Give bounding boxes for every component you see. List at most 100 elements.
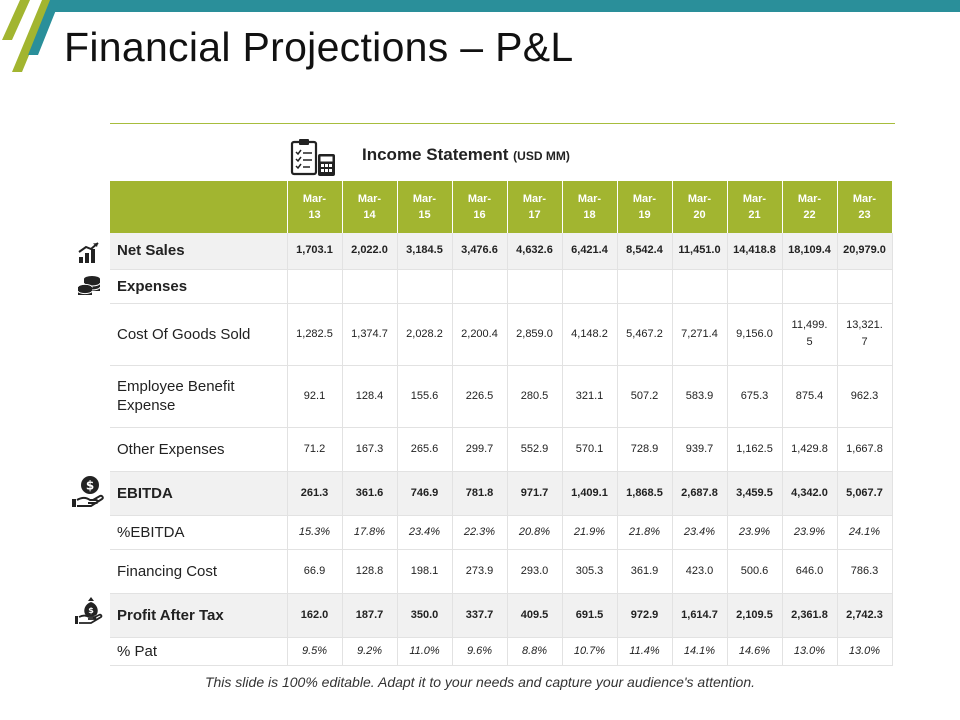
svg-text:$: $: [88, 606, 94, 615]
value-cell: 6,421.4: [562, 233, 618, 270]
value-cell: 7,271.4: [672, 303, 728, 366]
value-cell: 8,542.4: [617, 233, 673, 270]
value-cell: 11.4%: [617, 637, 673, 666]
value-cell: 9,156.0: [727, 303, 783, 366]
table-row: EBITDA 261.3 361.6 746.9 781.8 971.7 1,409.1 1,…: [110, 471, 893, 516]
section-heading-text: Income Statement: [362, 145, 509, 164]
value-cell: 675.3: [727, 365, 783, 428]
value-cell: 337.7: [452, 593, 508, 638]
value-cell: [287, 269, 343, 304]
value-cell: 962.3: [837, 365, 893, 428]
page-title: Financial Projections – P&L: [64, 24, 574, 70]
value-cell: 2,742.3: [837, 593, 893, 638]
period-header: Mar- 21: [727, 181, 783, 233]
value-cell: 261.3: [287, 471, 343, 516]
value-cell: [617, 269, 673, 304]
value-cell: 875.4: [782, 365, 838, 428]
row-label: EBITDA: [110, 471, 288, 516]
period-header: Mar- 18: [562, 181, 618, 233]
value-cell: [452, 269, 508, 304]
money-bag-hand-icon: $: [75, 597, 103, 624]
table-row: Expenses: [110, 269, 893, 304]
table-row: % Pat 9.5% 9.2% 11.0% 9.6% 8.8% 10.7% 11.4% 14.1…: [110, 637, 893, 666]
value-cell: 23.9%: [727, 515, 783, 550]
value-cell: 13,321. 7: [837, 303, 893, 366]
value-cell: 9.5%: [287, 637, 343, 666]
value-cell: 350.0: [397, 593, 453, 638]
value-cell: 361.9: [617, 549, 673, 594]
period-header: Mar- 23: [837, 181, 893, 233]
value-cell: 14,418.8: [727, 233, 783, 270]
period-header: Mar- 22: [782, 181, 838, 233]
value-cell: 1,868.5: [617, 471, 673, 516]
value-cell: 3,184.5: [397, 233, 453, 270]
row-label: Other Expenses: [110, 427, 288, 472]
table-row: %EBITDA 15.3% 17.8% 23.4% 22.3% 20.8% 21.9% 21.…: [110, 515, 893, 550]
table-row: Cost Of Goods Sold 1,282.5 1,374.7 2,028.2 2…: [110, 303, 893, 366]
value-cell: 23.4%: [672, 515, 728, 550]
table-row: Financing Cost 66.9 128.8 198.1 273.9 293.0 30…: [110, 549, 893, 594]
period-header: Mar- 17: [507, 181, 563, 233]
value-cell: 280.5: [507, 365, 563, 428]
value-cell: 552.9: [507, 427, 563, 472]
value-cell: 1,374.7: [342, 303, 398, 366]
value-cell: 5,467.2: [617, 303, 673, 366]
value-cell: 3,476.6: [452, 233, 508, 270]
value-cell: 972.9: [617, 593, 673, 638]
value-cell: 162.0: [287, 593, 343, 638]
svg-text:$: $: [86, 479, 94, 493]
value-cell: 21.8%: [617, 515, 673, 550]
table-header-row: Mar- 13 Mar- 14 Mar- 15 Mar- 16 Mar- 17 Mar- …: [110, 181, 893, 233]
value-cell: [837, 269, 893, 304]
value-cell: 128.8: [342, 549, 398, 594]
value-cell: 13.0%: [782, 637, 838, 666]
value-cell: 1,667.8: [837, 427, 893, 472]
value-cell: 2,200.4: [452, 303, 508, 366]
row-label: Financing Cost: [110, 549, 288, 594]
value-cell: 409.5: [507, 593, 563, 638]
value-cell: 11,499. 5: [782, 303, 838, 366]
row-label: % Pat: [110, 637, 288, 666]
value-cell: 18,109.4: [782, 233, 838, 270]
value-cell: 2,028.2: [397, 303, 453, 366]
clipboard-calculator-icon: [290, 139, 335, 176]
value-cell: 128.4: [342, 365, 398, 428]
value-cell: 2,022.0: [342, 233, 398, 270]
value-cell: 2,687.8: [672, 471, 728, 516]
value-cell: 507.2: [617, 365, 673, 428]
period-header: Mar- 14: [342, 181, 398, 233]
top-accent-bar: [52, 0, 960, 12]
value-cell: 1,282.5: [287, 303, 343, 366]
value-cell: 691.5: [562, 593, 618, 638]
value-cell: 10.7%: [562, 637, 618, 666]
value-cell: [672, 269, 728, 304]
value-cell: 570.1: [562, 427, 618, 472]
corner-stripes: [2, 0, 60, 72]
value-cell: 1,703.1: [287, 233, 343, 270]
value-cell: 2,361.8: [782, 593, 838, 638]
table-row: Profit After Tax 162.0 187.7 350.0 337.7 409.…: [110, 593, 893, 638]
value-cell: [782, 269, 838, 304]
value-cell: 293.0: [507, 549, 563, 594]
header-label-cell: [110, 181, 288, 233]
value-cell: 5,067.7: [837, 471, 893, 516]
value-cell: 17.8%: [342, 515, 398, 550]
row-label: Net Sales: [110, 233, 288, 270]
value-cell: 423.0: [672, 549, 728, 594]
value-cell: 226.5: [452, 365, 508, 428]
value-cell: 1,614.7: [672, 593, 728, 638]
value-cell: 23.4%: [397, 515, 453, 550]
value-cell: 786.3: [837, 549, 893, 594]
value-cell: 21.9%: [562, 515, 618, 550]
table-row: Net Sales 1,703.1 2,022.0 3,184.5 3,476.6 4,6…: [110, 233, 893, 270]
value-cell: 92.1: [287, 365, 343, 428]
table-row: Other Expenses 71.2 167.3 265.6 299.7 552.9 57…: [110, 427, 893, 472]
value-cell: 13.0%: [837, 637, 893, 666]
table-row: Employee Benefit Expense 92.1 128.4 155.6 22…: [110, 365, 893, 428]
value-cell: [507, 269, 563, 304]
value-cell: 187.7: [342, 593, 398, 638]
value-cell: 2,859.0: [507, 303, 563, 366]
period-header: Mar- 15: [397, 181, 453, 233]
value-cell: 20,979.0: [837, 233, 893, 270]
section-heading: Income Statement (USD MM): [362, 145, 570, 165]
